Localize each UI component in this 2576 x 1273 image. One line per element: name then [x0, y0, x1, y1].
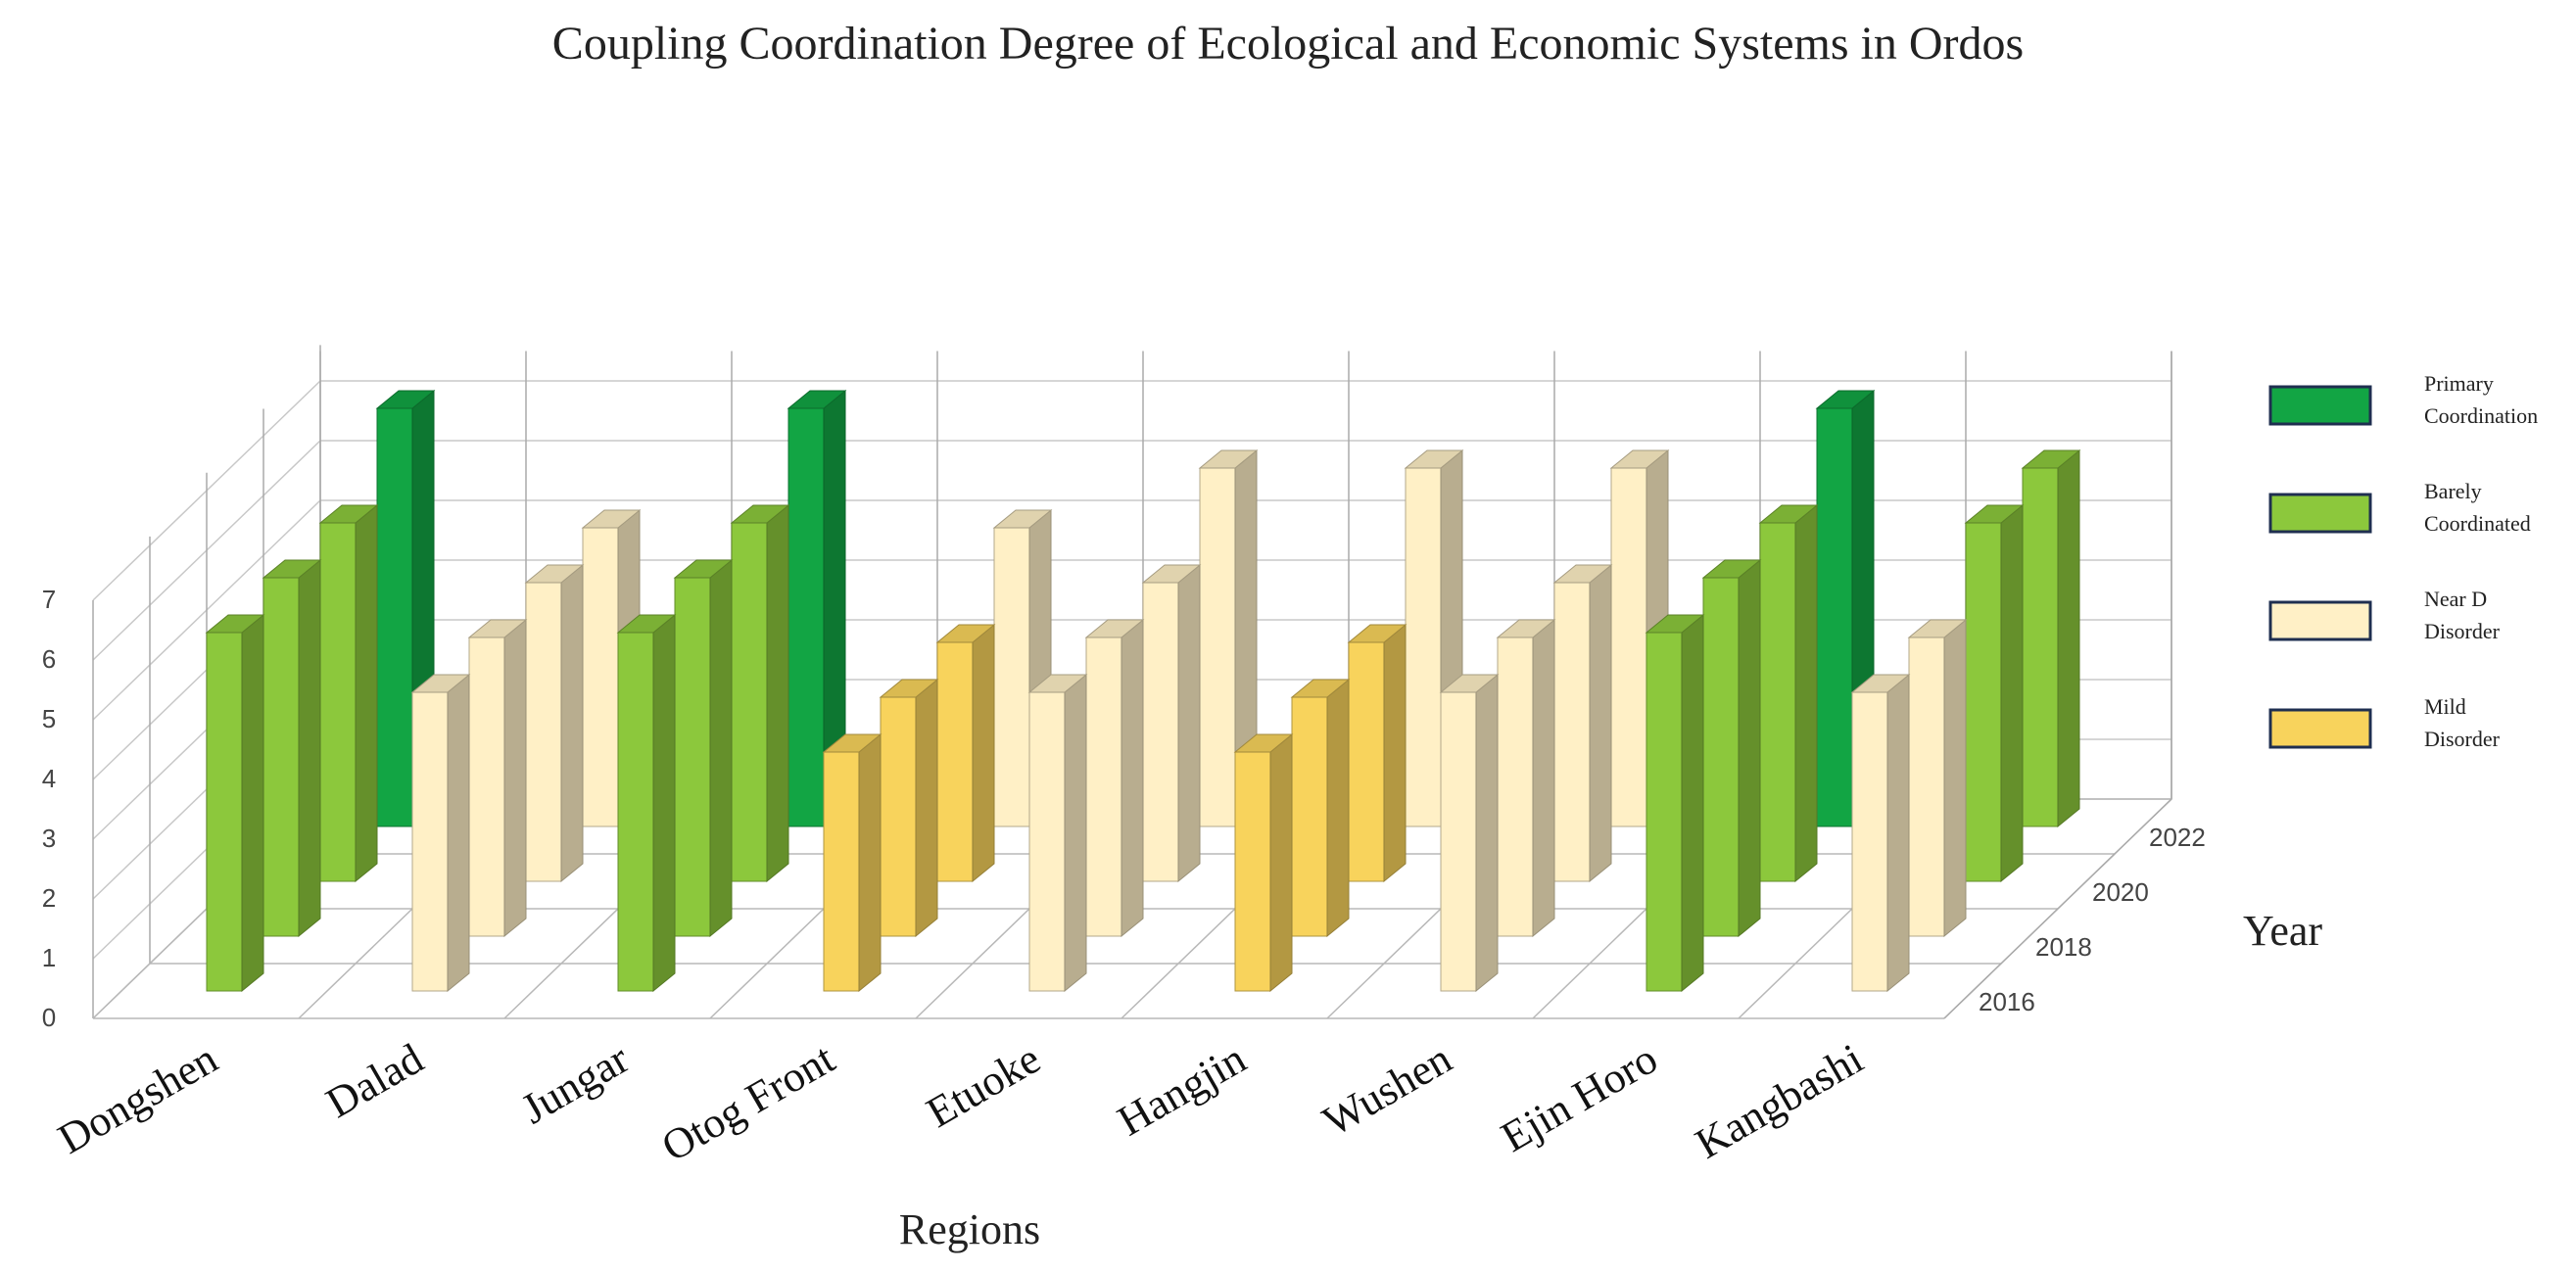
legend-label: Near D	[2424, 587, 2487, 611]
bar-wushen-2016	[1439, 673, 1500, 993]
y-tick-label: 7	[42, 585, 56, 614]
y-tick-label: 5	[42, 704, 56, 733]
legend-label: Coordinated	[2424, 511, 2531, 536]
bar-hangjin-2016	[1233, 732, 1294, 993]
bar-jungar-2020	[730, 503, 790, 883]
bar-kangbashi-2016	[1850, 673, 1911, 993]
bar-hangjin-2020	[1347, 623, 1407, 883]
bar-dongshen-2016	[205, 613, 265, 993]
y-tick-label: 3	[42, 824, 56, 853]
x-tick-label: Ejin Horo	[1493, 1034, 1665, 1161]
bar-wushen-2018	[1496, 618, 1556, 938]
y-tick-label: 1	[42, 943, 56, 972]
chart-title: Coupling Coordination Degree of Ecologic…	[552, 18, 2024, 70]
bar-dalad-2020	[524, 563, 585, 883]
legend-label: Barely	[2424, 479, 2482, 503]
y-tick-label: 6	[42, 644, 56, 674]
bar-dalad-2018	[467, 618, 528, 938]
x-axis-label: Regions	[899, 1205, 1040, 1253]
bar-kangbashi-2022	[2021, 448, 2081, 828]
year-tick-label: 2020	[2092, 877, 2149, 907]
bars	[205, 389, 2081, 993]
year-tick-label: 2018	[2035, 932, 2092, 962]
bar-etuoke-2016	[1027, 673, 1088, 993]
bar-dalad-2016	[410, 673, 471, 993]
legend-label: Mild	[2424, 694, 2466, 719]
bar-etuoke-2022	[1198, 448, 1259, 828]
y-tick-label: 0	[42, 1003, 56, 1032]
year-tick-label: 2022	[2149, 823, 2206, 852]
legend-swatch	[2268, 708, 2372, 749]
y-tick-label: 4	[42, 764, 56, 793]
year-tick-label: 2016	[1979, 987, 2035, 1016]
x-tick-label: Otog Front	[653, 1034, 842, 1171]
bar-wushen-2020	[1552, 563, 1613, 883]
legend-item-near: Near D Disorder	[2268, 587, 2501, 643]
x-tick-label: Wushen	[1314, 1034, 1459, 1146]
legend: Primary Coordination Barely Coordinated Nea…	[2268, 371, 2538, 751]
bar-kangbashi-2020	[1964, 503, 2025, 883]
legend-label: Disorder	[2424, 619, 2501, 643]
bar-etuoke-2018	[1084, 618, 1145, 938]
region-tick-labels: Dongshen Dalad Jungar Otog Front Etuoke Hangj…	[50, 1034, 1871, 1171]
legend-label: Disorder	[2424, 727, 2501, 751]
bar-hangjin-2018	[1290, 678, 1351, 938]
y-tick-label: 2	[42, 883, 56, 913]
x-tick-label: Jungar	[513, 1034, 637, 1133]
bar-etuoke-2020	[1141, 563, 1202, 883]
bar-dongshen-2020	[318, 503, 379, 883]
bar-kangbashi-2018	[1907, 618, 1968, 938]
y-tick-labels: 0 1 2 3 4 5 6 7	[42, 585, 56, 1032]
x-tick-label: Dalad	[318, 1034, 431, 1127]
bar-otog-front-2020	[935, 623, 996, 883]
legend-swatch	[2268, 385, 2372, 426]
bar-jungar-2016	[616, 613, 677, 993]
bar-ejin-horo-2020	[1758, 503, 1819, 883]
x-tick-label: Hangjin	[1110, 1034, 1254, 1145]
legend-label: Coordination	[2424, 403, 2538, 428]
x-tick-label: Kangbashi	[1688, 1034, 1871, 1168]
bar-ejin-horo-2016	[1645, 613, 1705, 993]
right-edge	[1943, 351, 2172, 1019]
bar-jungar-2018	[673, 558, 734, 938]
bar-otog-front-2016	[822, 732, 883, 993]
x-tick-label: Dongshen	[50, 1034, 225, 1163]
legend-swatch	[2268, 493, 2372, 534]
bar-otog-front-2018	[879, 678, 939, 938]
x-tick-label: Etuoke	[919, 1034, 1048, 1137]
bar-dongshen-2018	[262, 558, 322, 938]
legend-item-mild: Mild Disorder	[2268, 694, 2501, 751]
bar-jungar-2022	[787, 389, 847, 828]
legend-item-primary: Primary Coordination	[2268, 371, 2538, 428]
legend-swatch	[2268, 600, 2372, 641]
bar-ejin-horo-2018	[1701, 558, 1762, 938]
legend-item-barely: Barely Coordinated	[2268, 479, 2531, 536]
legend-label: Primary	[2424, 371, 2494, 396]
year-axis-label: Year	[2243, 907, 2322, 955]
